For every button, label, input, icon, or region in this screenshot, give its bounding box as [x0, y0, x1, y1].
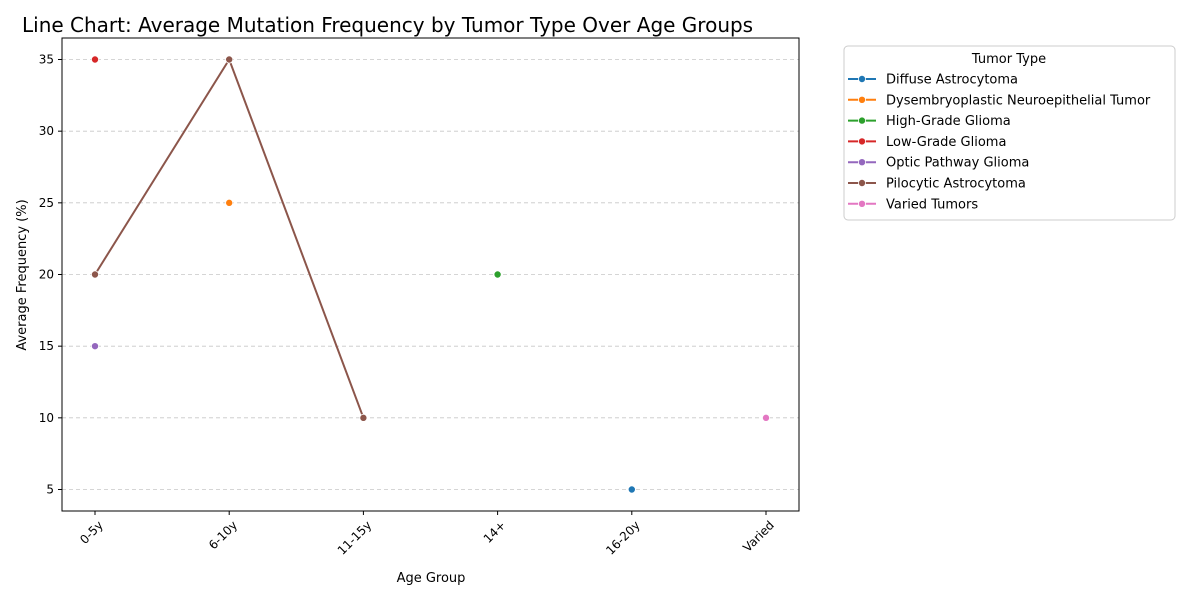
series-pilocytic-astrocytoma: [91, 55, 368, 422]
legend-marker: [858, 95, 867, 104]
series-varied-tumors: [762, 413, 771, 422]
x-tick-label: 16-20y: [603, 518, 643, 558]
series-optic-pathway-glioma: [91, 342, 100, 351]
x-axis-ticks: 0-5y 6-10y 11-15y 14+ 16-20y Varied: [77, 511, 777, 558]
legend-label: Pilocytic Astrocytoma: [886, 177, 1026, 192]
legend-label: Varied Tumors: [886, 197, 978, 212]
x-tick-label: Varied: [740, 518, 777, 555]
grid-lines: [62, 59, 799, 490]
legend-marker: [858, 116, 867, 125]
legend-marker: [858, 199, 867, 208]
legend-marker: [858, 178, 867, 187]
series-high-grade-glioma: [493, 270, 502, 279]
legend-box: [843, 45, 1176, 221]
legend-marker: [858, 137, 867, 146]
x-tick-label: 6-10y: [206, 518, 240, 552]
data-point: [225, 55, 234, 64]
legend-label: Optic Pathway Glioma: [886, 156, 1029, 171]
y-tick-label: 25: [39, 196, 54, 210]
x-axis-label: Age Group: [397, 571, 466, 586]
data-point: [627, 485, 636, 494]
series-dysembryoplastic-neuroepithelial-tumor: [225, 198, 234, 207]
legend-items: Diffuse Astrocytoma Dysembryoplastic Neur…: [848, 73, 1151, 212]
legend-item: Dysembryoplastic Neuroepithelial Tumor: [848, 93, 1151, 108]
legend-item: Optic Pathway Glioma: [848, 156, 1029, 171]
data-point: [91, 55, 100, 64]
series-low-grade-glioma: [91, 55, 100, 64]
series-diffuse-astrocytoma: [627, 485, 636, 494]
y-axis-label: Average Frequency (%): [15, 199, 30, 350]
y-tick-label: 20: [39, 268, 54, 282]
legend: Tumor Type Diffuse Astrocytoma Dysembryop…: [843, 45, 1176, 221]
data-point: [91, 342, 100, 351]
y-tick-label: 5: [46, 483, 54, 497]
data-point: [493, 270, 502, 279]
x-tick-label: 14+: [481, 518, 509, 546]
legend-label: High-Grade Glioma: [886, 114, 1011, 129]
legend-item: Varied Tumors: [848, 197, 978, 212]
data-point: [762, 413, 771, 422]
legend-label: Diffuse Astrocytoma: [886, 73, 1018, 88]
data-point: [91, 270, 100, 279]
data-point: [359, 413, 368, 422]
y-tick-label: 35: [39, 53, 54, 67]
legend-marker: [858, 158, 867, 167]
y-tick-label: 10: [39, 411, 54, 425]
chart-title: Line Chart: Average Mutation Frequency b…: [22, 13, 753, 37]
legend-item: High-Grade Glioma: [848, 114, 1011, 129]
series-line: [94, 57, 365, 419]
legend-item: Pilocytic Astrocytoma: [848, 177, 1026, 192]
y-axis-ticks: 5 10 15 20 25 30 35: [39, 53, 62, 497]
y-tick-label: 15: [39, 339, 54, 353]
series-layer: [91, 55, 771, 494]
x-tick-label: 0-5y: [77, 518, 106, 547]
legend-label: Low-Grade Glioma: [886, 135, 1006, 150]
legend-marker: [858, 75, 867, 84]
data-point: [225, 198, 234, 207]
legend-item: Low-Grade Glioma: [848, 135, 1006, 150]
legend-title: Tumor Type: [971, 52, 1046, 67]
x-tick-label: 11-15y: [335, 518, 375, 558]
legend-label: Dysembryoplastic Neuroepithelial Tumor: [886, 93, 1151, 108]
legend-item: Diffuse Astrocytoma: [848, 73, 1018, 88]
y-tick-label: 30: [39, 124, 54, 138]
